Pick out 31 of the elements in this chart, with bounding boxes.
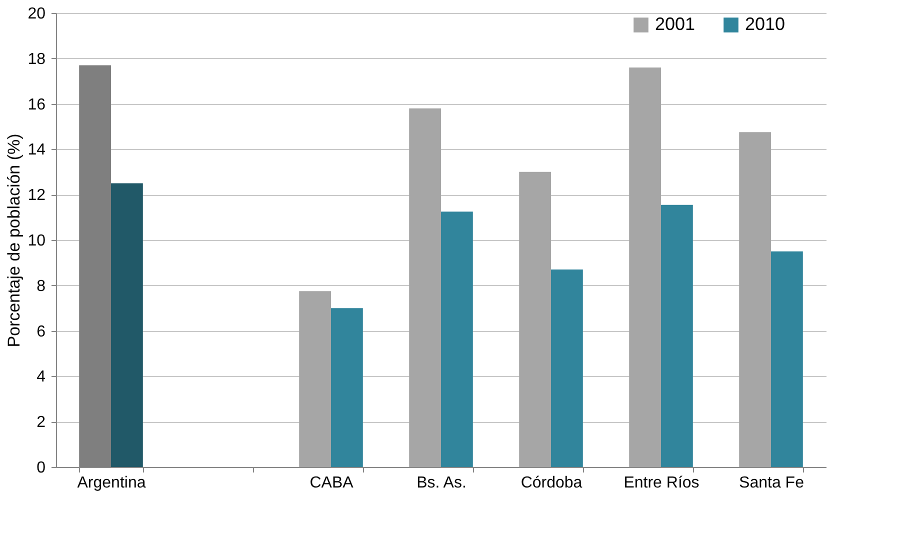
x-tick-label: Argentina	[77, 474, 146, 492]
y-tick-label: 8	[36, 278, 46, 295]
y-axis-title: Porcentaje de población (%)	[4, 134, 24, 348]
x-tick-label: Córdoba	[520, 474, 582, 492]
bar	[661, 204, 693, 467]
bar	[331, 308, 363, 467]
y-tick-label: 18	[28, 50, 46, 68]
x-tick-label: Bs. As.	[416, 474, 466, 492]
y-tick-label: 10	[28, 232, 46, 250]
bar	[111, 183, 143, 467]
y-tick-label: 4	[36, 368, 46, 386]
bar	[629, 67, 661, 467]
x-tick-label: Santa Fe	[739, 474, 804, 492]
y-tick-label: 14	[28, 142, 46, 159]
y-tick-label: 20	[28, 6, 46, 22]
bar	[771, 251, 803, 467]
x-tick-label: Entre Ríos	[624, 474, 700, 492]
bar	[519, 172, 551, 467]
bar	[739, 132, 771, 467]
legend-label: 2001	[655, 14, 696, 34]
y-tick-label: 16	[28, 96, 46, 114]
y-tick-label: 12	[28, 187, 46, 204]
legend-label: 2010	[745, 14, 786, 34]
y-tick-label: 2	[36, 414, 46, 432]
y-tick-label: 0	[36, 460, 46, 476]
x-tick-label: CABA	[310, 474, 354, 492]
bar	[409, 108, 441, 467]
bar	[441, 212, 473, 467]
y-tick-label: 6	[36, 323, 46, 340]
bar	[299, 291, 331, 467]
bar	[551, 270, 583, 467]
